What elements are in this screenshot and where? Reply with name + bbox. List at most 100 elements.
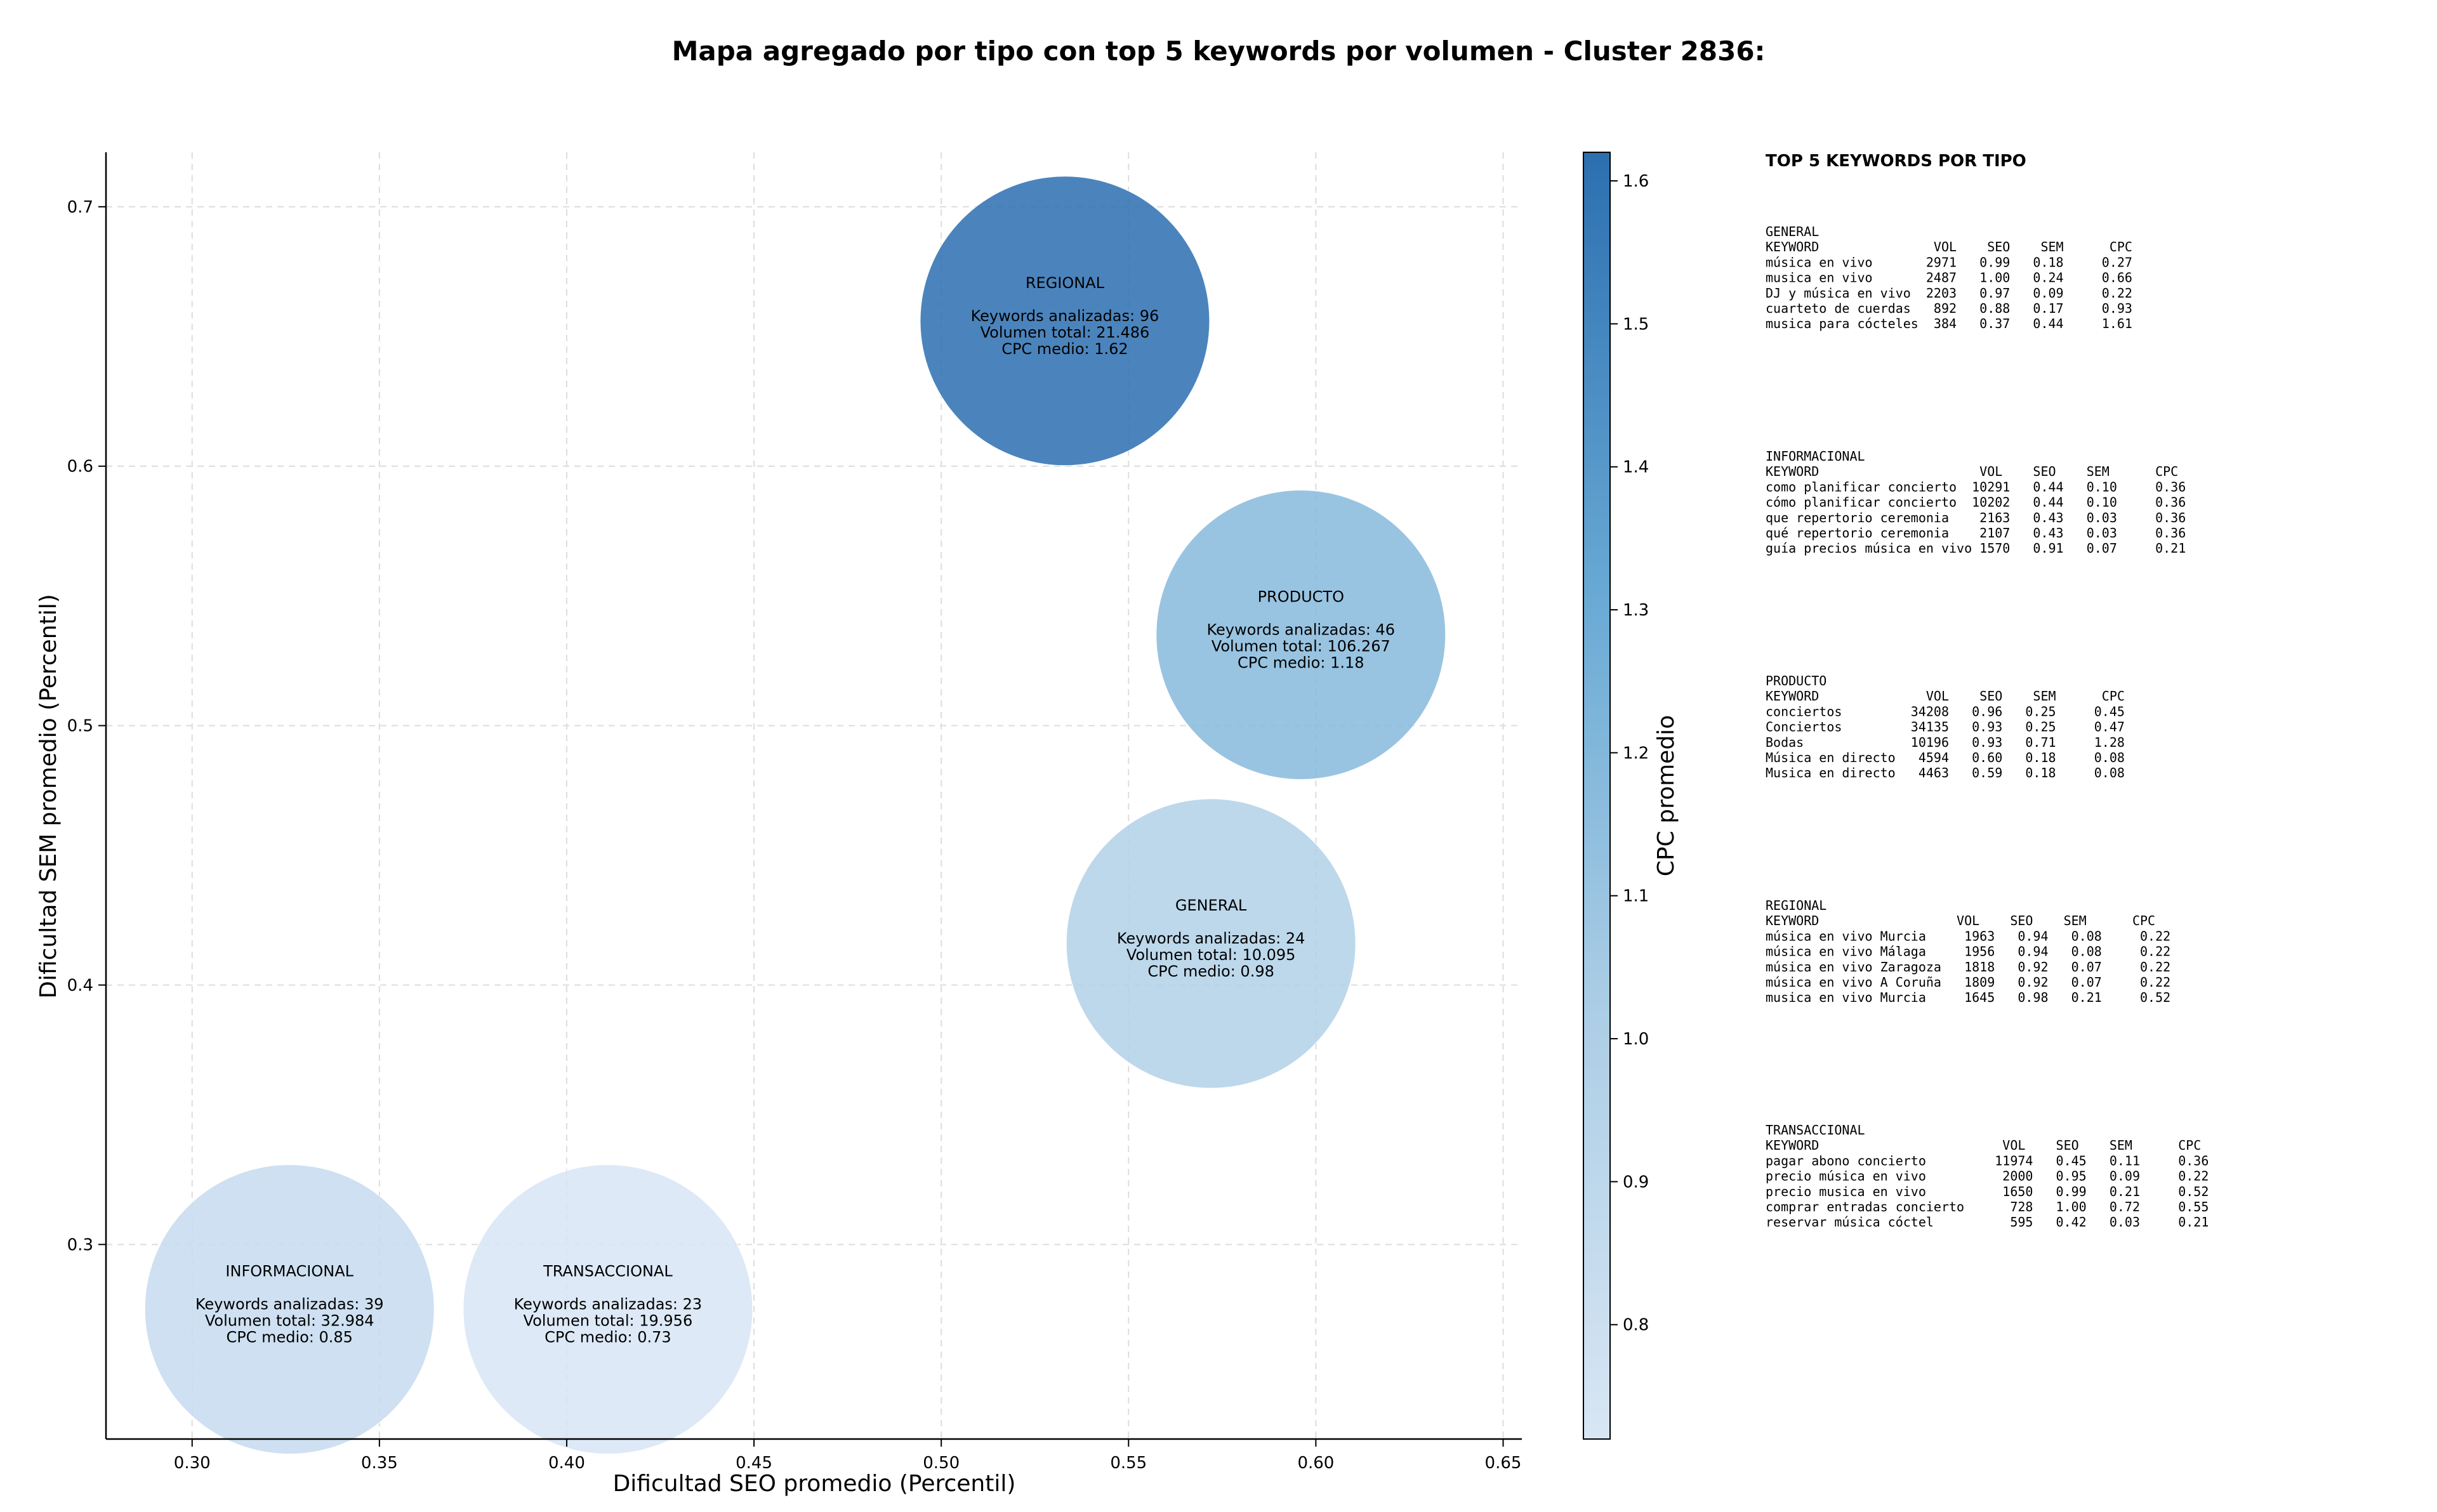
y-axis-label: Dificultad SEM promedio (Percentil) — [36, 594, 62, 999]
keyword-row: música en vivo Málaga 1956 0.94 0.08 0.2… — [1766, 944, 2170, 959]
bubble-cpc: CPC medio: 1.18 — [1238, 654, 1364, 672]
keyword-row: cómo planificar concierto 10202 0.44 0.1… — [1766, 495, 2186, 510]
bubble-transaccional: TRANSACCIONAL Keywords analizadas: 23Volu… — [463, 1164, 753, 1455]
keyword-row: qué repertorio ceremonia 2107 0.43 0.03 … — [1766, 525, 2186, 541]
keyword-row: Música en directo 4594 0.60 0.18 0.08 — [1766, 750, 2125, 765]
bubble-label: TRANSACCIONAL — [543, 1263, 673, 1280]
section-name: GENERAL — [1766, 224, 1819, 239]
chart-title: Mapa agregado por tipo con top 5 keyword… — [672, 36, 1766, 67]
bubble-label: GENERAL — [1175, 897, 1247, 914]
x-tick-label: 0.45 — [736, 1454, 772, 1473]
bubble-label: REGIONAL — [1026, 274, 1105, 292]
keyword-row: Musica en directo 4463 0.59 0.18 0.08 — [1766, 765, 2125, 780]
keyword-row: Conciertos 34135 0.93 0.25 0.47 — [1766, 720, 2125, 735]
bubble-circle — [144, 1164, 435, 1455]
x-tick-label: 0.30 — [174, 1454, 211, 1473]
section-header: KEYWORD VOL SEO SEM CPC — [1766, 688, 2125, 704]
bubble-keywords: Keywords analizadas: 23 — [514, 1296, 703, 1313]
y-tick-label: 0.3 — [67, 1235, 93, 1254]
keyword-row: música en vivo Murcia 1963 0.94 0.08 0.2… — [1766, 928, 2170, 943]
section-name: TRANSACCIONAL — [1766, 1122, 1865, 1138]
bubble-cpc: CPC medio: 0.73 — [545, 1329, 671, 1346]
colorbar — [1583, 152, 1611, 1440]
bubble-keywords: Keywords analizadas: 96 — [971, 307, 1159, 325]
y-ticks: 0.3 0.4 0.5 0.6 0.7 — [67, 198, 106, 1254]
side-panel-title: TOP 5 KEYWORDS POR TIPO — [1766, 152, 2026, 171]
colorbar-tick-label: 1.3 — [1623, 601, 1649, 620]
x-tick-label: 0.50 — [923, 1454, 960, 1473]
colorbar-label: CPC promedio — [1653, 715, 1679, 876]
bubble-volume: Volumen total: 10.095 — [1126, 946, 1296, 964]
keyword-row: música en vivo A Coruña 1809 0.92 0.07 0… — [1766, 975, 2170, 990]
bubble-cpc: CPC medio: 1.62 — [1001, 340, 1128, 358]
x-axis-label: Dificultad SEO promedio (Percentil) — [613, 1471, 1016, 1497]
bubble-cpc: CPC medio: 0.85 — [226, 1329, 353, 1346]
keyword-row: guía precios música en vivo 1570 0.91 0.… — [1766, 541, 2186, 556]
section-header: KEYWORD VOL SEO SEM CPC — [1766, 1138, 2201, 1153]
bubble-volume: Volumen total: 32.984 — [205, 1312, 374, 1330]
keyword-row: DJ y música en vivo 2203 0.97 0.09 0.22 — [1766, 286, 2132, 301]
bubble-informacional: INFORMACIONAL Keywords analizadas: 39Volu… — [144, 1164, 435, 1455]
keyword-row: música en vivo Zaragoza 1818 0.92 0.07 0… — [1766, 959, 2170, 975]
colorbar-tick-label: 1.2 — [1623, 744, 1649, 763]
keyword-row: conciertos 34208 0.96 0.25 0.45 — [1766, 704, 2125, 719]
keyword-row: comprar entradas concierto 728 1.00 0.72… — [1766, 1199, 2209, 1214]
bubble-keywords: Keywords analizadas: 39 — [195, 1296, 384, 1313]
keyword-row: reservar música cóctel 595 0.42 0.03 0.2… — [1766, 1214, 2209, 1230]
x-tick-label: 0.35 — [361, 1454, 398, 1473]
keyword-row: como planificar concierto 10291 0.44 0.1… — [1766, 479, 2186, 494]
bubble-circle — [1156, 490, 1446, 780]
colorbar-tick-label: 1.5 — [1623, 315, 1649, 334]
bubble-label: PRODUCTO — [1258, 588, 1344, 606]
keyword-row: Bodas 10196 0.93 0.71 1.28 — [1766, 735, 2125, 750]
x-tick-label: 0.65 — [1485, 1454, 1522, 1473]
bubble-cpc: CPC medio: 0.98 — [1147, 963, 1274, 980]
colorbar-tick-label: 0.9 — [1623, 1173, 1649, 1192]
x-tick-label: 0.60 — [1297, 1454, 1334, 1473]
keyword-row: precio música en vivo 2000 0.95 0.09 0.2… — [1766, 1169, 2209, 1184]
bubble-keywords: Keywords analizadas: 24 — [1117, 930, 1305, 947]
bubble-label: INFORMACIONAL — [225, 1263, 353, 1280]
bubble-circle — [920, 176, 1210, 466]
colorbar-tick-label: 0.8 — [1623, 1316, 1649, 1335]
colorbar-tick-label: 1.6 — [1623, 172, 1649, 191]
keyword-row: musica en vivo Murcia 1645 0.98 0.21 0.5… — [1766, 990, 2170, 1005]
keyword-row: pagar abono concierto 11974 0.45 0.11 0.… — [1766, 1153, 2209, 1168]
bubble-volume: Volumen total: 21.486 — [981, 324, 1150, 341]
section-header: KEYWORD VOL SEO SEM CPC — [1766, 913, 2155, 928]
colorbar-tick-label: 1.4 — [1623, 458, 1649, 477]
x-ticks: 0.30 0.35 0.40 0.45 0.50 0.55 0.60 0.65 — [174, 1439, 1522, 1473]
section-header: KEYWORD VOL SEO SEM CPC — [1766, 464, 2178, 479]
section-header: KEYWORD VOL SEO SEM CPC — [1766, 239, 2132, 254]
y-tick-label: 0.6 — [67, 457, 93, 477]
keyword-row: musica en vivo 2487 1.00 0.24 0.66 — [1766, 270, 2132, 286]
keyword-row: precio musica en vivo 1650 0.99 0.21 0.5… — [1766, 1184, 2209, 1199]
bubble-circle — [463, 1164, 753, 1455]
bubble-volume: Volumen total: 19.956 — [524, 1312, 693, 1330]
y-tick-label: 0.5 — [67, 717, 93, 736]
colorbar-ticks: 0.8 0.9 1.0 1.1 1.2 1.3 1.4 1.5 1.6 — [1610, 172, 1649, 1335]
bubble-keywords: Keywords analizadas: 46 — [1206, 621, 1395, 639]
y-tick-label: 0.4 — [67, 976, 93, 995]
section-name: PRODUCTO — [1766, 673, 1826, 688]
y-tick-label: 0.7 — [67, 198, 93, 217]
colorbar-tick-label: 1.0 — [1623, 1030, 1649, 1049]
keyword-row: cuarteto de cuerdas 892 0.88 0.17 0.93 — [1766, 301, 2132, 316]
keyword-row: musica para cócteles 384 0.37 0.44 1.61 — [1766, 316, 2132, 331]
section-name: REGIONAL — [1766, 898, 1826, 913]
bubble-circle — [1066, 798, 1356, 1089]
keyword-row: que repertorio ceremonia 2163 0.43 0.03 … — [1766, 510, 2186, 525]
section-name: INFORMACIONAL — [1766, 449, 1865, 464]
x-tick-label: 0.40 — [548, 1454, 585, 1473]
colorbar-tick-label: 1.1 — [1623, 887, 1649, 906]
keyword-row: música en vivo 2971 0.99 0.18 0.27 — [1766, 254, 2132, 270]
